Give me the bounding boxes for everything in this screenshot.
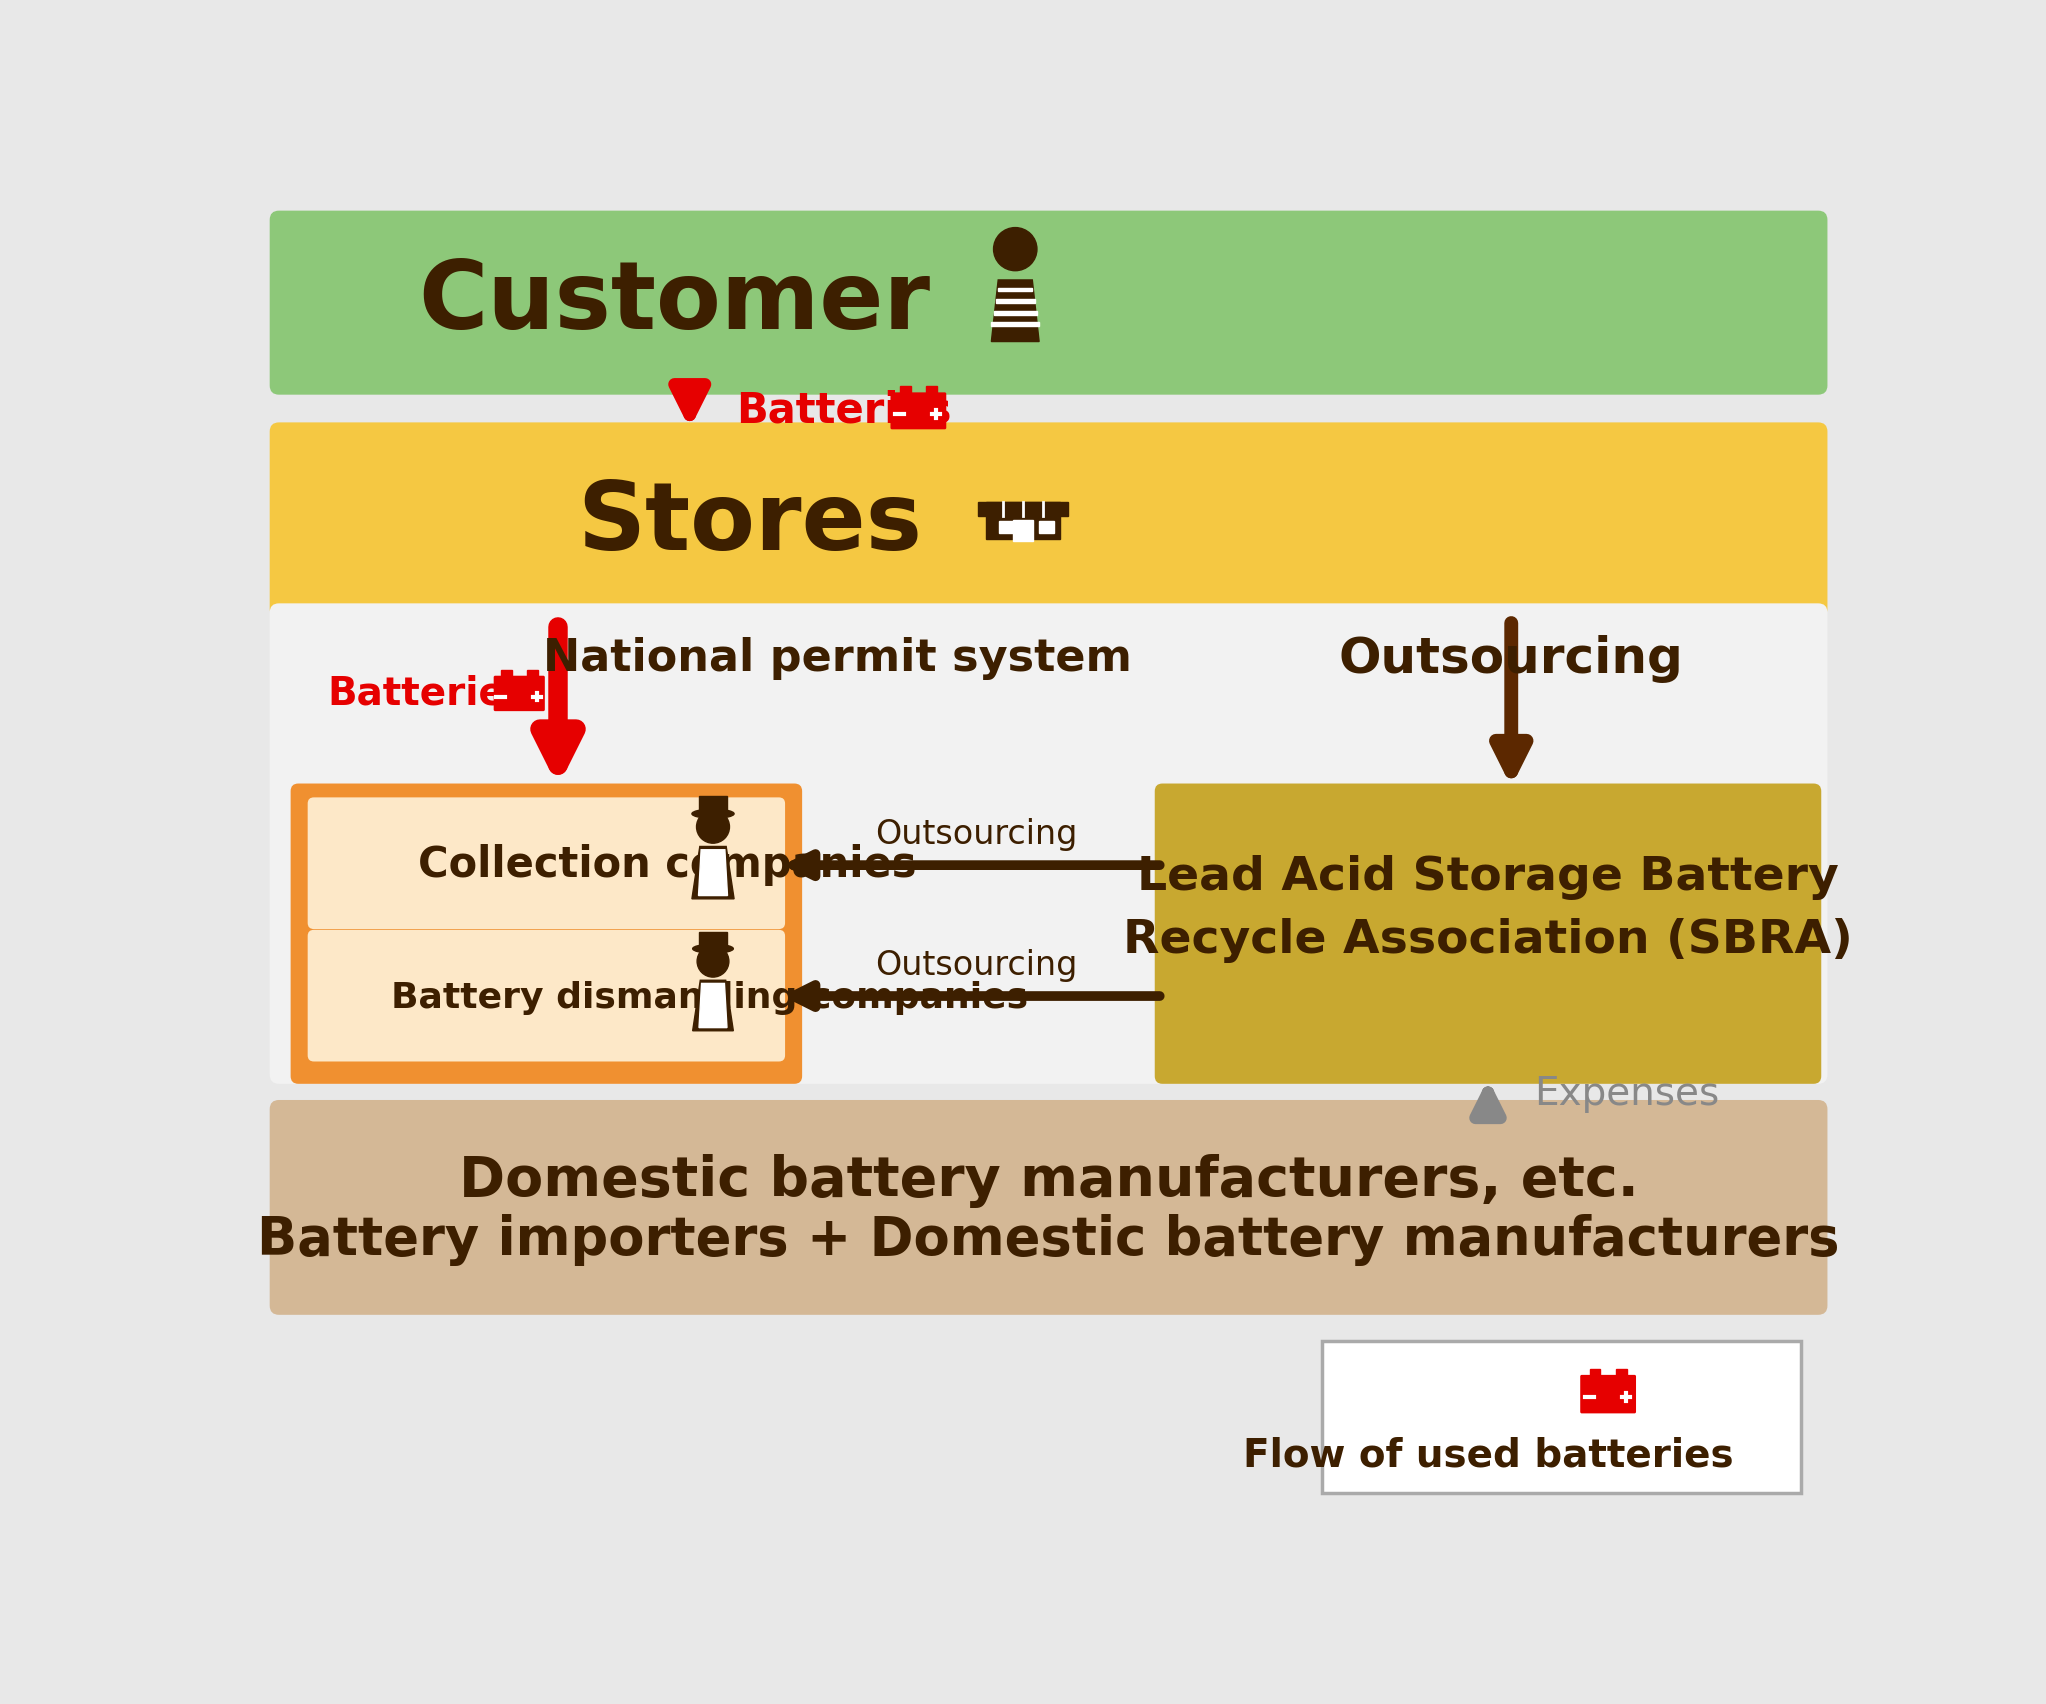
Text: Battery dismantling companies: Battery dismantling companies bbox=[391, 980, 1029, 1014]
Ellipse shape bbox=[692, 809, 735, 818]
Bar bbox=[1039, 521, 1054, 533]
Bar bbox=[1590, 1368, 1600, 1377]
Bar bbox=[998, 288, 1033, 291]
FancyBboxPatch shape bbox=[270, 423, 1827, 619]
Text: Customer: Customer bbox=[417, 257, 931, 349]
Bar bbox=[700, 932, 726, 951]
Bar bbox=[927, 387, 937, 394]
Bar bbox=[528, 670, 538, 676]
Polygon shape bbox=[692, 847, 735, 898]
FancyBboxPatch shape bbox=[493, 676, 544, 711]
Ellipse shape bbox=[694, 944, 732, 953]
Polygon shape bbox=[694, 980, 732, 1031]
Text: Flow of used batteries: Flow of used batteries bbox=[1242, 1436, 1733, 1474]
Text: Outsourcing: Outsourcing bbox=[876, 949, 1078, 982]
FancyBboxPatch shape bbox=[1322, 1341, 1800, 1493]
FancyBboxPatch shape bbox=[890, 392, 945, 429]
FancyBboxPatch shape bbox=[307, 797, 786, 929]
Bar bbox=[994, 310, 1037, 315]
Text: Outsourcing: Outsourcing bbox=[1338, 636, 1684, 683]
Bar bbox=[698, 796, 728, 816]
Circle shape bbox=[698, 946, 728, 976]
Circle shape bbox=[696, 811, 730, 843]
Polygon shape bbox=[700, 983, 726, 1028]
Text: National permit system: National permit system bbox=[542, 637, 1131, 680]
Polygon shape bbox=[698, 850, 728, 896]
Polygon shape bbox=[992, 279, 1039, 341]
Polygon shape bbox=[978, 501, 1068, 516]
Circle shape bbox=[994, 228, 1037, 271]
Bar bbox=[996, 300, 1035, 303]
FancyBboxPatch shape bbox=[270, 211, 1827, 395]
FancyBboxPatch shape bbox=[1580, 1375, 1637, 1413]
Bar bbox=[1616, 1368, 1627, 1377]
FancyBboxPatch shape bbox=[270, 603, 1827, 1084]
Text: Lead Acid Storage Battery
Recycle Association (SBRA): Lead Acid Storage Battery Recycle Associ… bbox=[1123, 855, 1854, 963]
Text: Collection companies: Collection companies bbox=[419, 843, 917, 886]
Bar bbox=[986, 501, 1060, 538]
Bar bbox=[900, 387, 910, 394]
Bar bbox=[501, 670, 512, 676]
Text: Batteries: Batteries bbox=[737, 390, 951, 431]
FancyBboxPatch shape bbox=[307, 930, 786, 1062]
FancyBboxPatch shape bbox=[291, 784, 802, 1084]
Bar bbox=[1013, 520, 1033, 540]
Text: Outsourcing: Outsourcing bbox=[876, 818, 1078, 852]
FancyBboxPatch shape bbox=[1154, 784, 1821, 1084]
Text: Expenses: Expenses bbox=[1534, 1075, 1721, 1113]
Text: Domestic battery manufacturers, etc.: Domestic battery manufacturers, etc. bbox=[458, 1154, 1639, 1208]
Text: Batteries: Batteries bbox=[327, 675, 528, 712]
Bar bbox=[998, 521, 1013, 533]
Text: Stores: Stores bbox=[577, 479, 923, 571]
FancyBboxPatch shape bbox=[270, 1101, 1827, 1315]
Bar bbox=[992, 322, 1039, 325]
Text: Battery importers + Domestic battery manufacturers: Battery importers + Domestic battery man… bbox=[258, 1215, 1839, 1266]
